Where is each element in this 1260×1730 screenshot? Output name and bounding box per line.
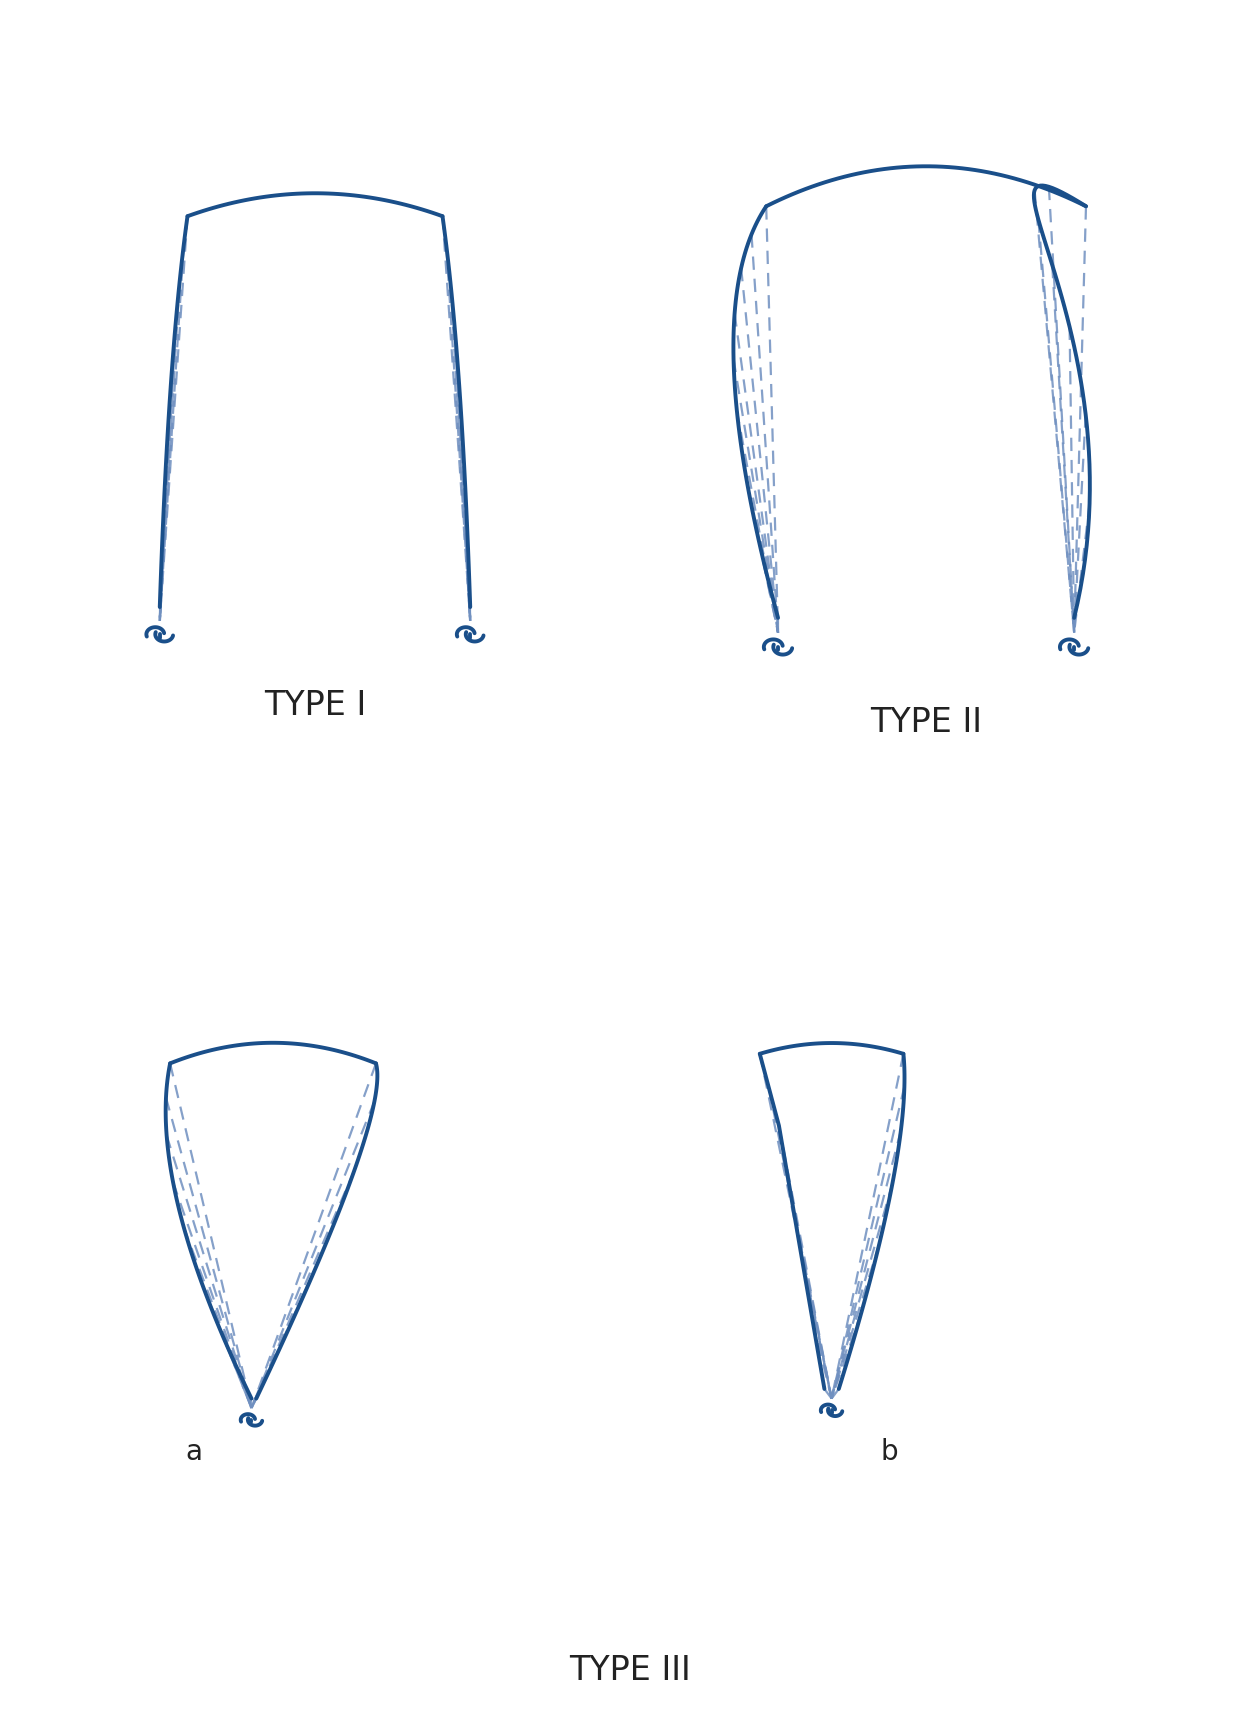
Text: b: b [881, 1438, 898, 1465]
Text: TYPE III: TYPE III [570, 1652, 690, 1687]
Text: TYPE II: TYPE II [871, 706, 982, 739]
Text: TYPE I: TYPE I [263, 689, 367, 721]
Text: a: a [185, 1438, 203, 1465]
